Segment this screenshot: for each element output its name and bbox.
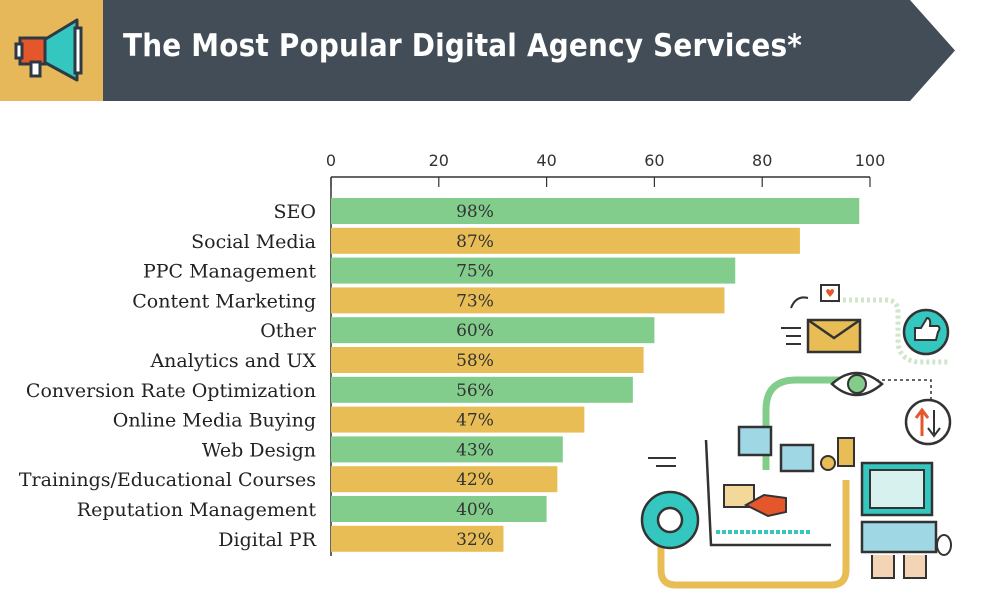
value-label: 42% [456, 470, 494, 490]
bar [331, 287, 725, 314]
value-label: 47% [456, 411, 494, 431]
document-icon [723, 484, 755, 508]
header-icon-box [0, 0, 103, 101]
category-label: Trainings/Educational Courses [19, 469, 316, 491]
category-label: PPC Management [143, 261, 316, 283]
mouse-icon [936, 534, 952, 556]
x-tick-label: 60 [644, 151, 664, 170]
bar [331, 227, 800, 254]
connector-path [762, 376, 841, 470]
header-bar [103, 0, 955, 101]
typing-hands-icon [871, 555, 895, 579]
category-label: Other [260, 320, 317, 342]
svg-text:♥: ♥ [825, 287, 835, 300]
chat-bubble-icon [737, 425, 773, 457]
bar [331, 257, 736, 284]
bar [331, 436, 563, 463]
category-label: Analytics and UX [149, 350, 316, 372]
bar [331, 376, 633, 403]
category-label: Reputation Management [77, 499, 317, 521]
chat-bubble-icon [779, 443, 815, 473]
bar [331, 317, 655, 344]
value-label: 43% [456, 440, 494, 460]
category-label: Web Design [202, 439, 316, 461]
x-tick-label: 40 [536, 151, 556, 170]
bar [331, 198, 860, 224]
value-label: 75% [456, 262, 494, 282]
bar [331, 496, 547, 522]
bar [331, 525, 504, 552]
up-down-arrows-icon [904, 398, 952, 446]
digital-marketing-illustration: ♥ [640, 284, 952, 589]
megaphone-icon [14, 18, 83, 82]
connector-path [831, 297, 948, 365]
value-label: 32% [456, 530, 494, 550]
value-label: 60% [456, 321, 494, 341]
coin-icon [820, 455, 836, 471]
heart-note-icon [820, 284, 840, 302]
connector-path [657, 480, 850, 589]
category-label: SEO [274, 201, 316, 223]
value-label: 98% [456, 202, 494, 222]
value-label: 40% [456, 500, 494, 520]
connector-path [876, 379, 932, 400]
coin-stack-icon [837, 437, 855, 467]
keyboard-icon [860, 520, 938, 554]
category-label: Conversion Rate Optimization [26, 380, 316, 402]
category-label: Social Media [191, 231, 316, 253]
arrow-icon [790, 296, 809, 309]
category-label: Digital PR [218, 529, 316, 551]
value-label: 58% [456, 351, 494, 371]
laptop-icon [704, 439, 831, 547]
category-label: Online Media Buying [113, 410, 316, 432]
value-label: 56% [456, 381, 494, 401]
x-tick-label: 20 [429, 151, 449, 170]
x-tick-label: 0 [326, 151, 336, 170]
bar [331, 466, 558, 493]
x-tick-label: 100 [855, 151, 886, 170]
x-tick-label: 80 [752, 151, 772, 170]
value-label: 73% [456, 291, 494, 311]
bar [331, 347, 644, 373]
value-label: 87% [456, 232, 494, 252]
bar [331, 406, 585, 433]
header-banner: The Most Popular Digital Agency Services… [0, 0, 986, 101]
category-label: Content Marketing [132, 290, 316, 312]
hand-icon [743, 493, 787, 518]
page-title: The Most Popular Digital Agency Services… [123, 28, 803, 64]
